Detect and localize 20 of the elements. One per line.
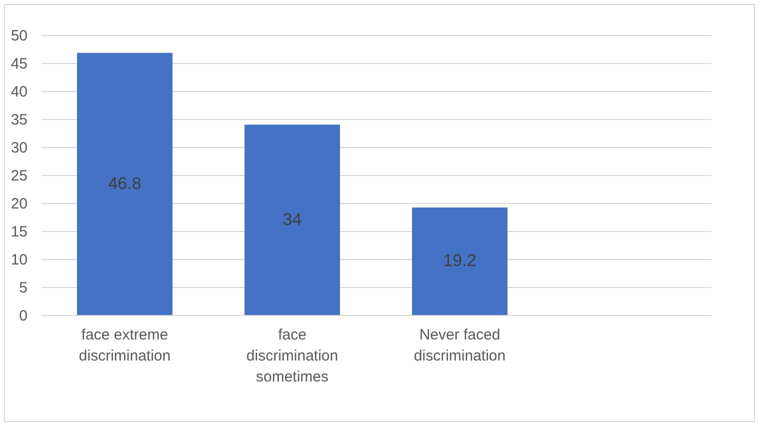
bar — [412, 207, 508, 315]
x-tick-label: face discrimination sometimes — [246, 326, 338, 386]
data-label: 34 — [282, 210, 302, 229]
y-tick-label: 30 — [10, 140, 28, 156]
data-label: 19.2 — [443, 251, 476, 270]
bar — [244, 124, 340, 315]
y-tick-label: 15 — [10, 224, 28, 240]
y-tick-label: 50 — [10, 28, 28, 44]
y-tick-label: 35 — [10, 112, 28, 128]
y-tick-label: 5 — [19, 280, 28, 296]
x-tick-label: Never faced discrimination — [414, 326, 506, 364]
data-label: 46.8 — [108, 174, 142, 193]
y-tick-label: 45 — [10, 56, 28, 72]
bar — [77, 52, 172, 315]
y-tick-label: 40 — [10, 84, 28, 100]
y-tick-label: 20 — [10, 196, 28, 212]
y-tick-label: 0 — [19, 308, 28, 324]
x-tick-label: face extreme discrimination — [78, 326, 171, 364]
y-tick-label: 10 — [10, 252, 28, 268]
y-tick-label: 25 — [10, 168, 28, 184]
